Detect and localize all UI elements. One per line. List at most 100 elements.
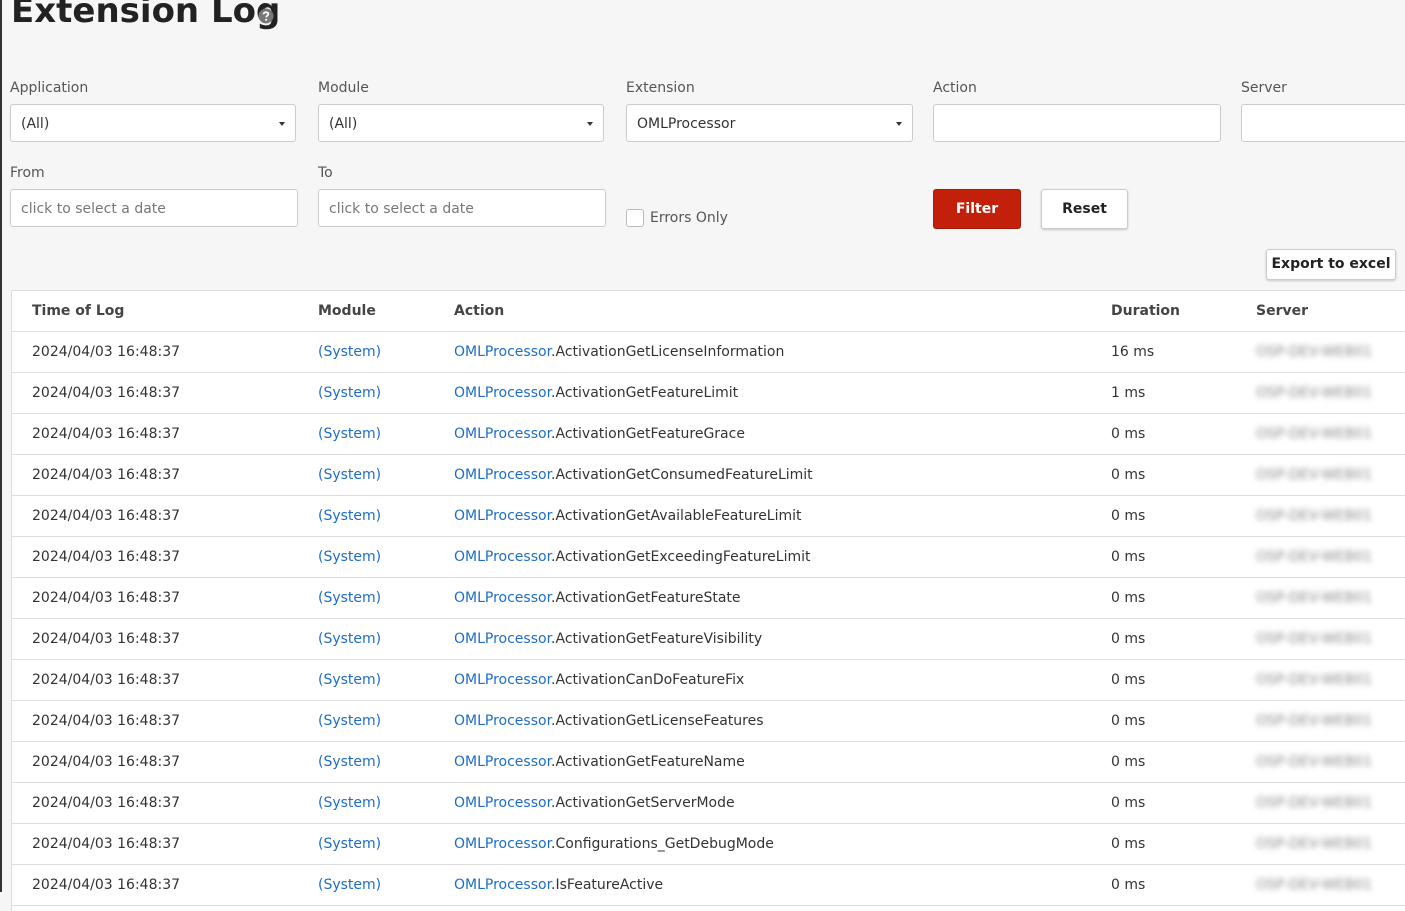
server-input[interactable]: [1241, 104, 1405, 142]
server-cell: OSP-DEV-WEB01: [1256, 508, 1373, 524]
help-icon[interactable]: [258, 8, 274, 24]
filter-label: Extension: [626, 80, 695, 96]
server-cell: OSP-DEV-WEB01: [1256, 344, 1373, 360]
duration-cell: 1 ms: [1111, 385, 1146, 401]
log-row: 2024/04/03 16:48:37 (System) OMLProcessor.…: [12, 537, 1405, 578]
column-header[interactable]: Server: [1256, 303, 1309, 319]
server-cell: OSP-DEV-WEB01: [1256, 590, 1373, 606]
action-cell: OMLProcessor.Configurations_GetDebugMode: [454, 824, 774, 864]
module-link[interactable]: (System): [318, 754, 382, 770]
log-row: 2024/04/03 16:48:37 (System) OMLProcessor.…: [12, 332, 1405, 373]
action-name: .ActivationGetLicenseFeatures: [551, 713, 764, 729]
time-cell: 2024/04/03 16:48:37: [32, 426, 181, 442]
extension-link[interactable]: OMLProcessor: [454, 754, 552, 770]
duration-cell: 0 ms: [1111, 713, 1146, 729]
application-select[interactable]: (All): [10, 104, 296, 142]
export-button[interactable]: Export to excel: [1266, 249, 1396, 280]
column-header[interactable]: Action: [454, 303, 505, 319]
action-name: .ActivationGetFeatureLimit: [551, 385, 739, 401]
duration-cell: 16 ms: [1111, 344, 1155, 360]
action-cell: OMLProcessor.ActivationGetFeatureName: [454, 742, 745, 782]
module-link[interactable]: (System): [318, 344, 382, 360]
extension-link[interactable]: OMLProcessor: [454, 672, 552, 688]
module-link[interactable]: (System): [318, 877, 382, 893]
action-cell: OMLProcessor.ActivationGetFeatureGrace: [454, 414, 745, 454]
extension-link[interactable]: OMLProcessor: [454, 631, 552, 647]
extension-link[interactable]: OMLProcessor: [454, 426, 552, 442]
action-name: .ActivationGetFeatureVisibility: [551, 631, 763, 647]
extension-link[interactable]: OMLProcessor: [454, 344, 552, 360]
module-link[interactable]: (System): [318, 795, 382, 811]
module-link[interactable]: (System): [318, 467, 382, 483]
time-cell: 2024/04/03 16:48:37: [32, 836, 181, 852]
action-cell: OMLProcessor.ActivationGetFeatureState: [454, 578, 741, 618]
extension-link[interactable]: OMLProcessor: [454, 385, 552, 401]
header-row: Time of Log Module Action Duration Server: [12, 291, 1405, 332]
column-header[interactable]: Module: [318, 303, 376, 319]
action-input[interactable]: [933, 104, 1221, 142]
action-name: .ActivationGetLicenseInformation: [551, 344, 785, 360]
duration-cell: 0 ms: [1111, 549, 1146, 565]
module-link[interactable]: (System): [318, 508, 382, 524]
extension-link[interactable]: OMLProcessor: [454, 549, 552, 565]
extension-link[interactable]: OMLProcessor: [454, 836, 552, 852]
module-link[interactable]: (System): [318, 836, 382, 852]
log-row: 2024/04/03 16:48:37 (System) OMLProcessor.…: [12, 496, 1405, 537]
action-cell: OMLProcessor.ActivationGetFeatureLimit: [454, 373, 738, 413]
duration-cell: 0 ms: [1111, 877, 1146, 893]
server-cell: OSP-DEV-WEB01: [1256, 672, 1373, 688]
reset-button[interactable]: Reset: [1041, 189, 1128, 229]
select-value: OMLProcessor: [637, 116, 736, 132]
server-cell: OSP-DEV-WEB01: [1256, 713, 1373, 729]
time-cell: 2024/04/03 16:48:37: [32, 549, 181, 565]
extension-link[interactable]: OMLProcessor: [454, 877, 552, 893]
log-row: 2024/04/03 16:48:37 (System) OMLProcessor.…: [12, 701, 1405, 742]
log-row: 2024/04/03 16:48:37 (System) OMLProcessor.…: [12, 414, 1405, 455]
module-link[interactable]: (System): [318, 672, 382, 688]
from-date-input[interactable]: click to select a date: [10, 189, 298, 227]
column-header[interactable]: Time of Log: [32, 303, 125, 319]
log-table: Time of Log Module Action Duration Server 202…: [11, 290, 1405, 911]
module-link[interactable]: (System): [318, 590, 382, 606]
extension-link[interactable]: OMLProcessor: [454, 508, 552, 524]
column-header[interactable]: Duration: [1111, 303, 1181, 319]
duration-cell: 0 ms: [1111, 795, 1146, 811]
extension-link[interactable]: OMLProcessor: [454, 713, 552, 729]
module-link[interactable]: (System): [318, 713, 382, 729]
action-name: .ActivationGetFeatureName: [551, 754, 745, 770]
filter-button[interactable]: Filter: [933, 189, 1021, 229]
time-cell: 2024/04/03 16:48:37: [32, 590, 181, 606]
extension-select[interactable]: OMLProcessor: [626, 104, 913, 142]
server-cell: OSP-DEV-WEB01: [1256, 426, 1373, 442]
log-row: 2024/04/03 16:48:37 (System) OMLProcessor.…: [12, 824, 1405, 865]
action-cell: OMLProcessor.ActivationGetFeatureVisibil…: [454, 619, 762, 659]
extension-link[interactable]: OMLProcessor: [454, 795, 552, 811]
action-name: .ActivationGetFeatureGrace: [551, 426, 745, 442]
module-link[interactable]: (System): [318, 631, 382, 647]
duration-cell: 0 ms: [1111, 590, 1146, 606]
action-cell: OMLProcessor.ActivationGetLicenseInforma…: [454, 332, 784, 372]
log-row: 2024/04/03 16:48:37 (System) OMLProcessor.…: [12, 619, 1405, 660]
to-date-input[interactable]: click to select a date: [318, 189, 606, 227]
page-title: Extension Log: [11, 0, 281, 31]
server-cell: OSP-DEV-WEB01: [1256, 631, 1373, 647]
extension-link[interactable]: OMLProcessor: [454, 590, 552, 606]
duration-cell: 0 ms: [1111, 631, 1146, 647]
time-cell: 2024/04/03 16:48:37: [32, 877, 181, 893]
module-link[interactable]: (System): [318, 385, 382, 401]
duration-cell: 0 ms: [1111, 836, 1146, 852]
placeholder: click to select a date: [21, 201, 166, 217]
action-cell: OMLProcessor.ActivationGetConsumedFeatur…: [454, 455, 813, 495]
module-select[interactable]: (All): [318, 104, 604, 142]
errors-only-checkbox[interactable]: [626, 209, 644, 227]
action-name: .ActivationGetAvailableFeatureLimit: [551, 508, 802, 524]
server-cell: OSP-DEV-WEB01: [1256, 467, 1373, 483]
module-link[interactable]: (System): [318, 426, 382, 442]
window-edge: [0, 0, 2, 892]
extension-link[interactable]: OMLProcessor: [454, 467, 552, 483]
module-link[interactable]: (System): [318, 549, 382, 565]
select-value: (All): [21, 116, 50, 132]
action-name: .ActivationGetFeatureState: [551, 590, 741, 606]
server-cell: OSP-DEV-WEB01: [1256, 385, 1373, 401]
